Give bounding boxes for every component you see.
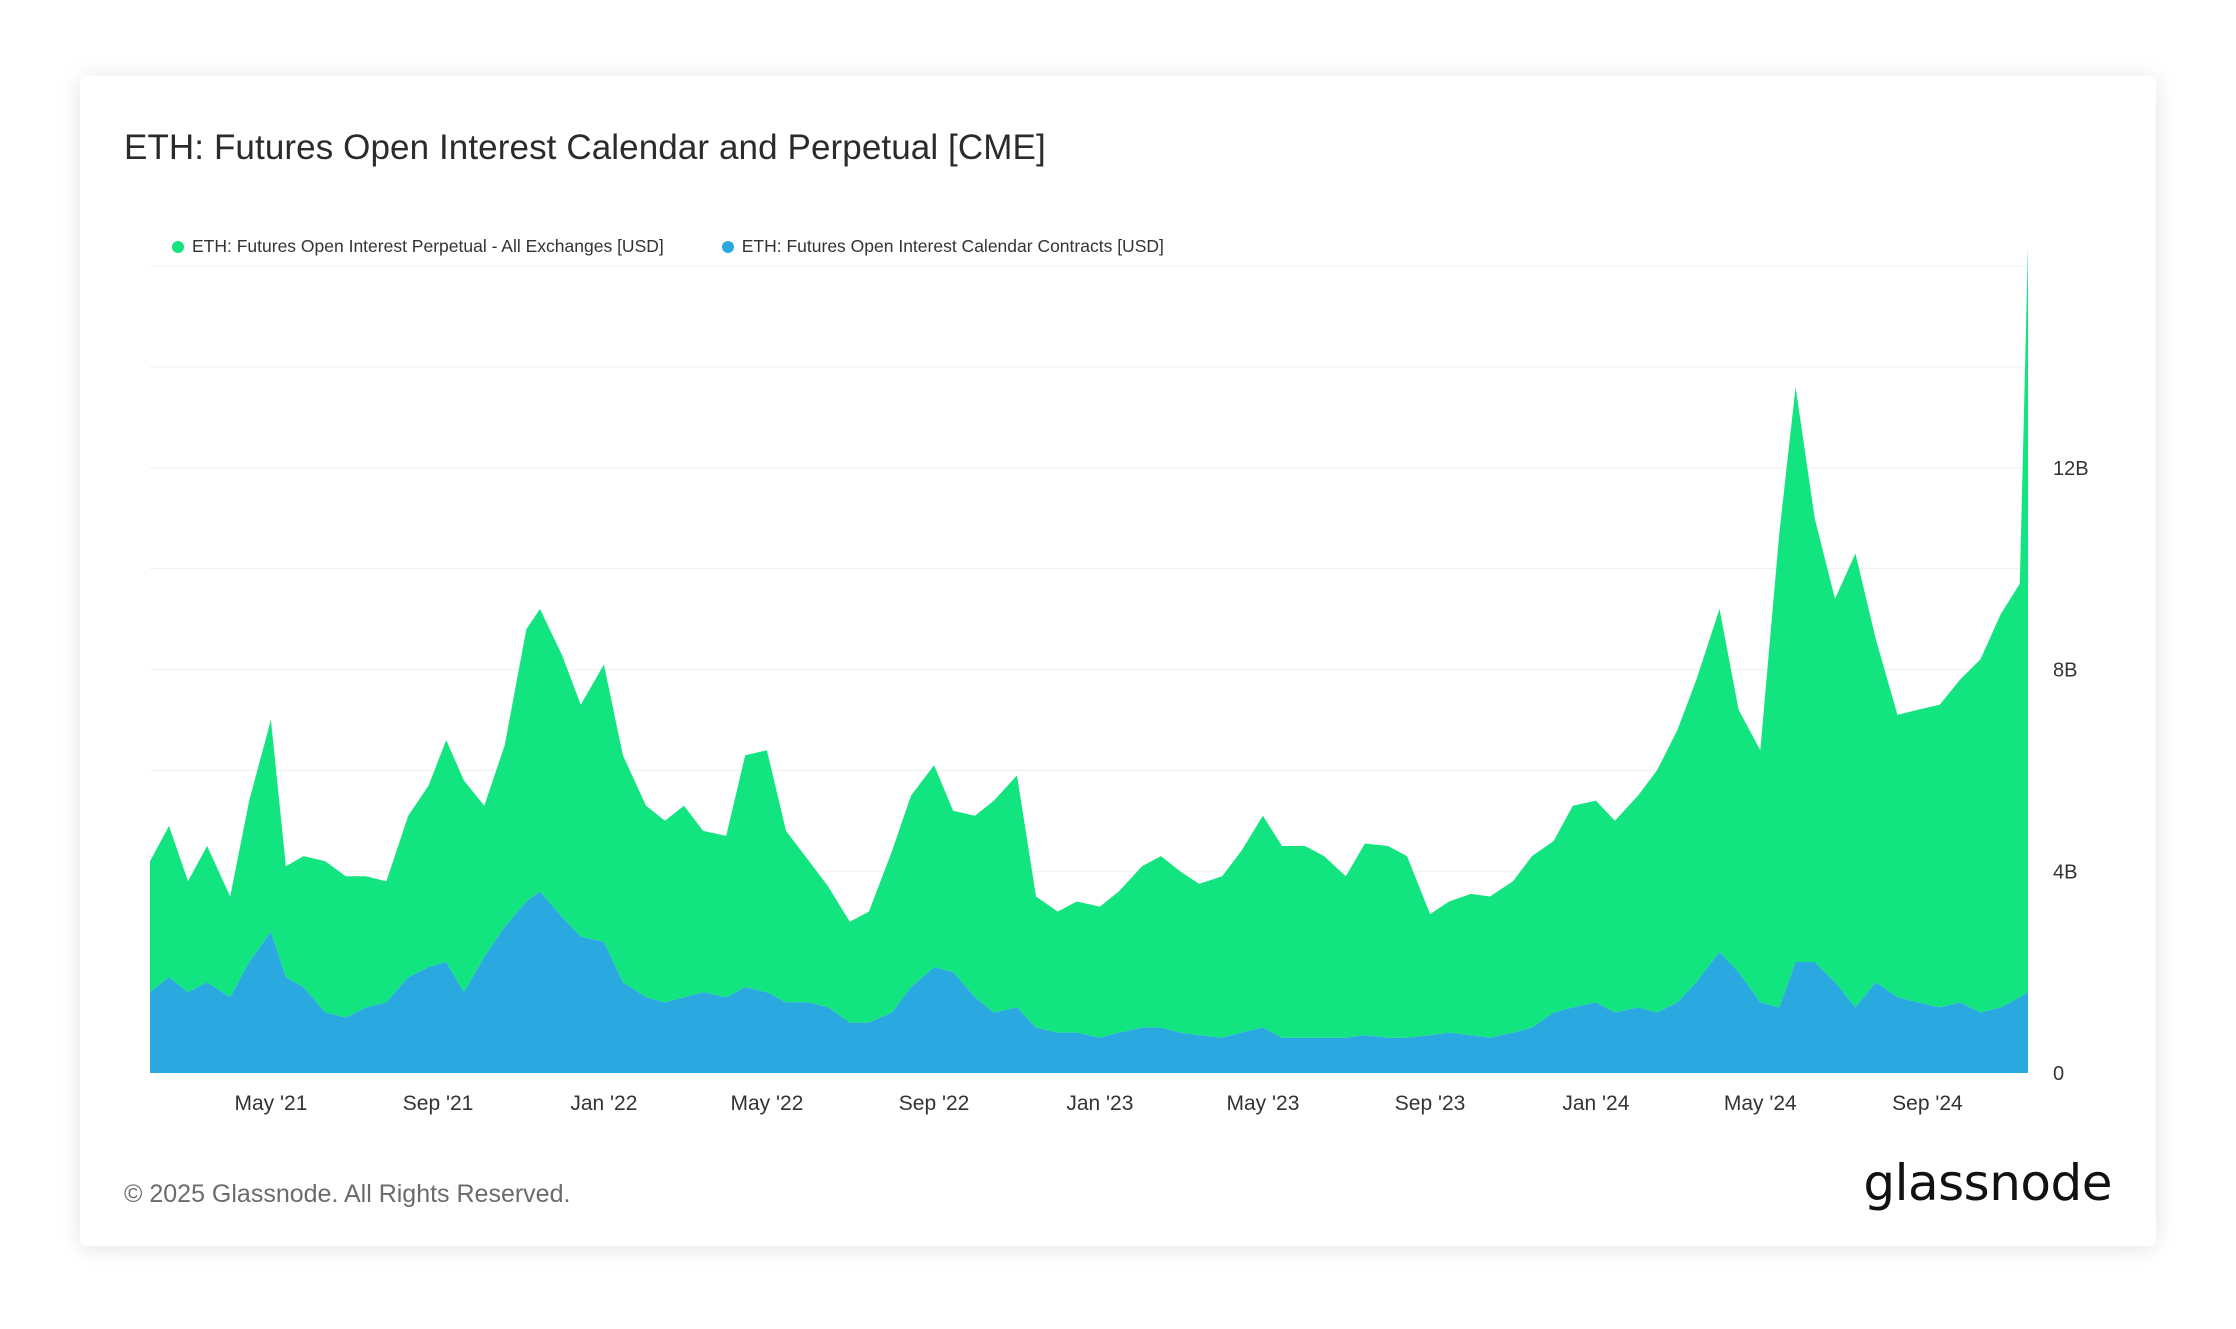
chart-title: ETH: Futures Open Interest Calendar and …: [124, 128, 1046, 167]
x-tick-label: Jan '23: [1066, 1092, 1133, 1115]
x-tick-label: May '21: [235, 1092, 308, 1115]
y-axis: 0 4B 8B 12B: [2053, 458, 2089, 1085]
x-axis: May '21 Sep '21 Jan '22 May '22 Sep '22 Jan '…: [235, 1092, 1964, 1115]
legend-item-calendar[interactable]: ETH: Futures Open Interest Calendar Cont…: [721, 236, 1164, 257]
legend: ETH: Futures Open Interest Perpetual - A…: [172, 236, 1164, 257]
x-tick-label: Jan '24: [1562, 1092, 1629, 1115]
chart-card: ETH: Futures Open Interest Calendar and …: [80, 76, 2156, 1246]
copyright-text: © 2025 Glassnode. All Rights Reserved.: [124, 1180, 571, 1208]
x-tick-label: May '24: [1724, 1092, 1797, 1115]
legend-item-perpetual[interactable]: ETH: Futures Open Interest Perpetual - A…: [172, 236, 664, 257]
series-area-calendar[interactable]: [150, 891, 2028, 1073]
chart-plot: May '21 Sep '21 Jan '22 May '22 Sep '22 Jan '…: [150, 245, 2089, 1115]
legend-label-perpetual: ETH: Futures Open Interest Perpetual - A…: [192, 236, 664, 256]
legend-dot-perpetual: [172, 240, 184, 253]
x-tick-label: Jan '22: [570, 1092, 637, 1115]
x-tick-label: Sep '21: [403, 1092, 474, 1115]
y-tick-label: 8B: [2053, 660, 2077, 682]
legend-dot-calendar: [721, 240, 734, 253]
y-tick-label: 0: [2053, 1063, 2064, 1085]
y-tick-label: 12B: [2053, 458, 2089, 480]
x-tick-label: Sep '22: [899, 1092, 970, 1115]
series-area-perpetual[interactable]: [150, 245, 2028, 1038]
x-tick-label: May '22: [731, 1092, 804, 1115]
glassnode-logo[interactable]: glassnode: [1863, 1154, 2112, 1212]
x-tick-label: May '23: [1227, 1092, 1300, 1115]
y-tick-label: 4B: [2053, 861, 2077, 883]
legend-label-calendar: ETH: Futures Open Interest Calendar Cont…: [741, 236, 1164, 256]
x-tick-label: Sep '23: [1395, 1092, 1466, 1115]
x-tick-label: Sep '24: [1892, 1092, 1963, 1115]
